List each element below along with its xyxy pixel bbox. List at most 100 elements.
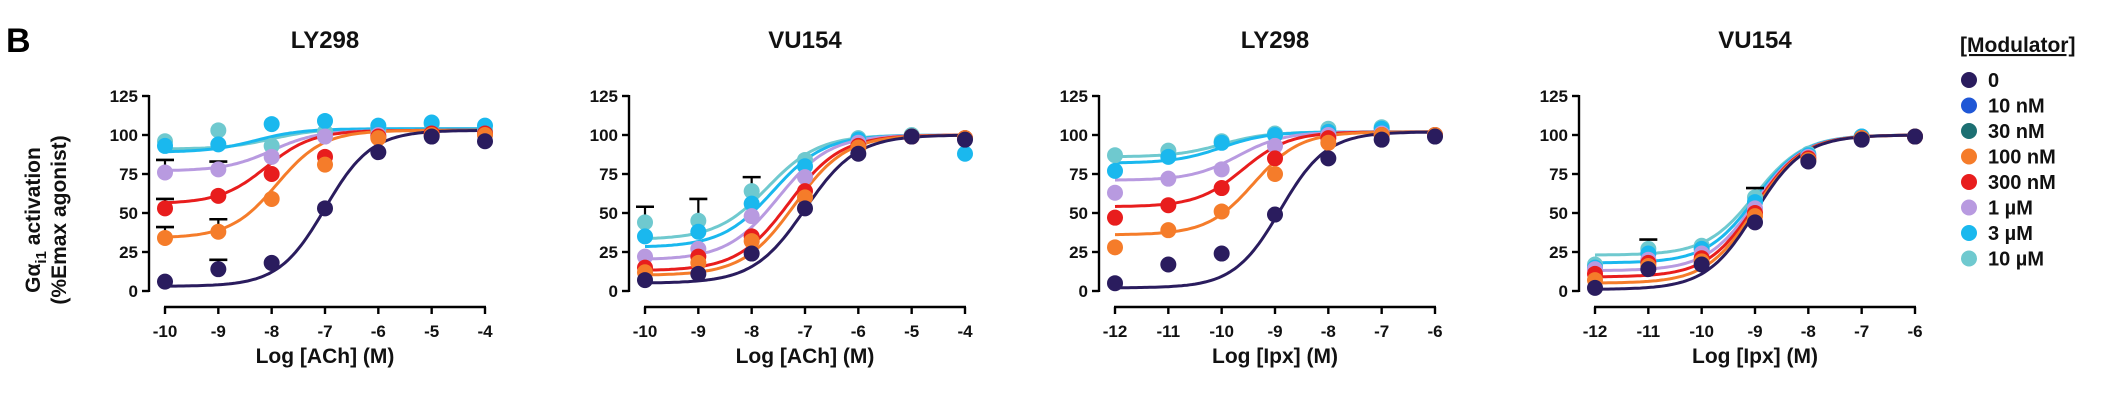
- x-tick-label: -6: [1427, 322, 1442, 341]
- x-tick-label: -11: [1157, 322, 1181, 341]
- data-point-100-nM: [370, 130, 387, 147]
- x-tick-label: -10: [633, 322, 658, 341]
- data-point-300-nM: [1213, 180, 1230, 197]
- legend-marker: [1961, 97, 1977, 114]
- data-point-0: [797, 200, 813, 217]
- legend-entry: 0: [1961, 70, 1999, 92]
- data-point-1-µM: [1213, 161, 1230, 178]
- x-tick-label: -7: [797, 322, 812, 341]
- data-point-0: [317, 200, 333, 217]
- data-point-10-µM: [637, 214, 653, 231]
- data-point-100-nM: [1213, 203, 1230, 220]
- y-tick-label: 0: [129, 282, 138, 301]
- data-point-0: [1213, 245, 1230, 262]
- data-point-0: [1907, 128, 1923, 145]
- data-point-0: [157, 273, 173, 290]
- data-point-1-µM: [743, 208, 760, 225]
- y-tick-label: 125: [590, 87, 618, 106]
- x-tick-label: -5: [424, 322, 439, 341]
- x-tick-label: -10: [1689, 322, 1714, 341]
- y-tick-label: 25: [1069, 243, 1088, 262]
- y-tick-label: 100: [110, 126, 138, 145]
- legend-marker: [1961, 148, 1977, 165]
- data-point-0: [1427, 128, 1443, 145]
- legend: [Modulator] 0 10 nM 30 nM 100 nM 300 nM 1 µM 3…: [1960, 34, 2075, 271]
- data-point-0: [637, 272, 653, 289]
- legend-marker: [1961, 225, 1977, 241]
- data-point-0: [370, 144, 387, 161]
- y-tick-label: 125: [1540, 87, 1568, 106]
- y-axis-label: Gαi1 activation (%Emax agonist): [22, 135, 71, 304]
- data-point-1-µM: [1107, 184, 1123, 201]
- chart-panel-3: LY298 0 25 50 75 100 125 -12 -11 -10 -9 -8 -7 -6 Log […: [1060, 27, 1443, 368]
- data-point-3-µM: [1160, 148, 1177, 165]
- legend-label: 100 nM: [1988, 147, 2056, 169]
- data-point-300-nM: [1160, 197, 1177, 214]
- data-point-0: [1693, 256, 1710, 273]
- data-point-100-nM: [1267, 166, 1283, 182]
- legend-label: 10 µM: [1988, 249, 2044, 271]
- data-point-3-µM: [317, 112, 333, 129]
- y-tick-label: 25: [1549, 243, 1568, 262]
- legend-entries: 0 10 nM 30 nM 100 nM 300 nM 1 µM 3 µM 10 µM: [1961, 70, 2056, 271]
- x-axis-label: Log [ACh] (M): [256, 345, 395, 368]
- legend-entry: 10 nM: [1961, 96, 2045, 118]
- x-tick-label: -4: [957, 322, 973, 341]
- data-point-1-µM: [317, 128, 333, 145]
- x-tick-label: -9: [1267, 322, 1282, 341]
- x-tick-label: -9: [691, 322, 706, 341]
- chart-title: VU154: [768, 27, 842, 54]
- data-point-10-µM: [210, 122, 227, 139]
- chart-panel-1: LY298 0 25 50 75 100 125 -10 -9 -8 -7 -6 -5 -4 Log [AC…: [110, 27, 493, 368]
- legend-entry: 100 nM: [1961, 147, 2056, 169]
- y-tick-label: 75: [1549, 165, 1568, 184]
- x-tick-label: -6: [371, 322, 386, 341]
- data-point-3-µM: [1213, 134, 1230, 151]
- data-point-1-µM: [1160, 170, 1177, 187]
- legend-entry: 30 nM: [1961, 121, 2045, 143]
- data-point-0: [1587, 279, 1603, 296]
- y-tick-label: 0: [1559, 282, 1568, 301]
- data-point-100-nM: [157, 229, 173, 246]
- x-tick-label: -6: [851, 322, 866, 341]
- x-axis-label: Log [Ipx] (M): [1692, 345, 1818, 368]
- y-tick-label: 75: [1069, 165, 1088, 184]
- y-tick-label: 75: [599, 165, 618, 184]
- x-tick-label: -7: [1854, 322, 1869, 341]
- y-tick-label: 25: [599, 243, 618, 262]
- legend-label: 10 nM: [1988, 96, 2045, 118]
- y-tick-label: 0: [609, 282, 618, 301]
- data-point-0: [1747, 214, 1763, 231]
- x-tick-label: -8: [1801, 322, 1816, 341]
- y-tick-label: 100: [1540, 126, 1568, 145]
- data-point-0: [1107, 275, 1123, 292]
- legend-label: 1 µM: [1988, 198, 2033, 220]
- data-point-100-nM: [210, 223, 227, 240]
- y-tick-label: 50: [1069, 204, 1088, 223]
- data-point-300-nM: [157, 200, 173, 217]
- data-point-0: [1640, 261, 1657, 278]
- data-point-100-nM: [263, 190, 280, 207]
- data-point-0: [423, 128, 440, 145]
- y-tick-label: 50: [599, 204, 618, 223]
- data-point-0: [850, 145, 867, 162]
- panel-letter: B: [6, 22, 31, 60]
- legend-marker: [1961, 123, 1977, 139]
- x-tick-label: -9: [211, 322, 226, 341]
- y-tick-label: 0: [1079, 282, 1088, 301]
- data-point-0: [263, 254, 280, 271]
- data-point-3-µM: [637, 228, 653, 245]
- y-tick-label: 100: [590, 126, 618, 145]
- data-point-1-µM: [263, 148, 280, 165]
- data-point-0: [210, 261, 227, 278]
- data-point-1-µM: [1267, 137, 1283, 154]
- y-tick-label: 125: [1060, 87, 1088, 106]
- y-axis-label-line1: Gαi1 activation: [22, 147, 50, 293]
- x-tick-label: -9: [1747, 322, 1762, 341]
- data-point-1-µM: [210, 161, 227, 178]
- data-point-3-µM: [743, 195, 760, 212]
- x-tick-label: -8: [264, 322, 279, 341]
- chart-title: LY298: [1241, 27, 1310, 54]
- charts: LY298 0 25 50 75 100 125 -10 -9 -8 -7 -6 -5 -4 Log [AC…: [110, 27, 1923, 368]
